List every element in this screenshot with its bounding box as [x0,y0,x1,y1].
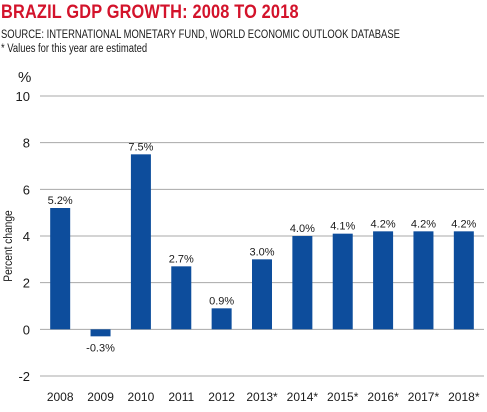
chart-source: SOURCE: INTERNATIONAL MONETARY FUND, WOR… [1,29,400,41]
bar-2009 [90,329,111,337]
bar-2010 [130,154,151,330]
data-label: 5.2% [48,195,73,207]
y-tick-label: 0 [23,322,30,337]
data-label: 2.7% [169,253,194,265]
data-label: -0.3% [86,342,115,354]
grid-lines [40,95,484,377]
chart-note: * Values for this year are estimated [1,43,148,55]
data-label: 4.2% [411,218,436,230]
x-tick-label: 2009 [87,390,114,404]
data-label: 4.2% [371,218,396,230]
x-tick-label: 2010 [128,390,155,404]
data-label: 0.9% [209,295,234,307]
bars [50,154,474,337]
chart-title: BRAZIL GDP GROWTH: 2008 TO 2018 [1,2,299,23]
data-label: 7.5% [128,141,153,153]
x-tick-label: 2015* [327,390,359,404]
x-tick-label: 2014* [287,390,319,404]
bar-2008 [50,208,71,330]
data-labels: 5.2% -0.3% 7.5% 2.7% 0.9% 3.0% 4.0% 4.1% 4.2% 4.2… [48,141,477,354]
bar-2016 [373,231,394,330]
y-tick-label: 10 [16,89,30,104]
bar-2013 [252,259,272,330]
y-axis-ticks: -2 0 2 4 6 8 10 [16,89,30,384]
data-label: 4.1% [330,221,355,233]
data-label: 4.2% [451,218,476,230]
bar-2011 [171,266,192,330]
y-tick-label: 4 [23,229,30,244]
y-axis-label: Percent change [2,210,15,281]
x-axis-ticks: 2008 2009 2010 2011 2012 2013* 2014* 2015* 2016*… [47,390,480,404]
y-tick-label: -2 [18,369,30,384]
bar-2017 [413,231,434,330]
data-label: 4.0% [290,223,315,235]
x-tick-label: 2012 [208,390,235,404]
x-tick-label: 2017* [408,390,440,404]
y-tick-label: 2 [23,276,30,291]
bar-2014 [292,236,313,330]
x-tick-label: 2018* [448,390,480,404]
x-tick-label: 2013* [246,390,278,404]
data-label: 3.0% [249,246,274,258]
y-axis-unit: % [18,69,31,86]
x-tick-label: 2016* [367,390,399,404]
y-tick-label: 8 [23,136,30,151]
y-tick-label: 6 [23,182,30,197]
bar-2018 [453,231,474,330]
bar-2012 [211,308,232,330]
bar-2015 [332,233,353,330]
x-tick-label: 2008 [47,390,74,404]
x-tick-label: 2011 [168,390,194,404]
